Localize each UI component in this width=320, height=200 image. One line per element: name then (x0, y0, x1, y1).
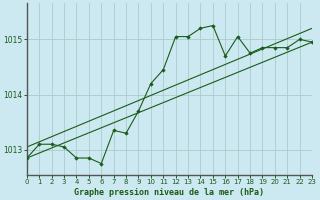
X-axis label: Graphe pression niveau de la mer (hPa): Graphe pression niveau de la mer (hPa) (75, 188, 265, 197)
